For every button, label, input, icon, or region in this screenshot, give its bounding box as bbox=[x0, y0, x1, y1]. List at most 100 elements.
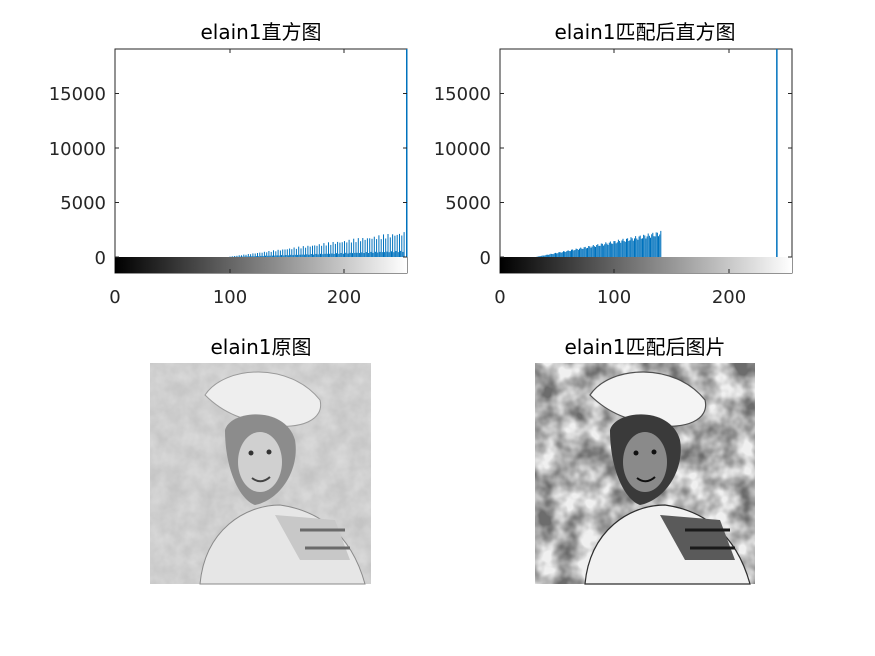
histogram-bar bbox=[378, 235, 380, 258]
histogram-bar bbox=[290, 254, 292, 258]
histogram-bar bbox=[325, 245, 327, 258]
histogram-bar bbox=[623, 241, 625, 258]
histogram-bar bbox=[544, 255, 546, 258]
histogram-bar bbox=[537, 256, 539, 258]
histogram-bar bbox=[617, 239, 619, 258]
histogram-bar bbox=[371, 238, 373, 258]
histogram-spike-bar bbox=[776, 49, 778, 258]
histogram-bar bbox=[549, 254, 551, 258]
histogram-bar bbox=[385, 238, 387, 258]
axes-box-1 bbox=[114, 48, 408, 274]
histogram-bar bbox=[355, 242, 357, 258]
histogram-bar bbox=[354, 252, 356, 258]
histogram-bar bbox=[644, 235, 646, 258]
histogram-bar bbox=[252, 253, 254, 258]
histogram-bar bbox=[615, 243, 617, 258]
histogram-bar bbox=[283, 255, 285, 258]
histogram-bar bbox=[284, 249, 286, 258]
histogram-bar bbox=[566, 251, 568, 258]
histogram-bar bbox=[337, 241, 339, 258]
y-ticks-2: 15000 10000 5000 0 bbox=[434, 84, 792, 269]
histogram-bar bbox=[286, 249, 288, 258]
histogram-bar bbox=[595, 246, 596, 258]
histogram-bar bbox=[545, 254, 547, 258]
histogram-bar bbox=[334, 243, 336, 258]
histogram-bar bbox=[332, 242, 334, 258]
histogram-bar bbox=[260, 255, 262, 258]
histogram-bar bbox=[388, 252, 390, 258]
histogram-bar bbox=[607, 244, 609, 258]
histogram-bar bbox=[360, 241, 362, 258]
histogram-bar bbox=[401, 235, 403, 258]
histogram-bar bbox=[576, 249, 578, 258]
histogram-bar bbox=[645, 238, 647, 258]
x-tick-label: 100 bbox=[597, 287, 631, 308]
y-tick-label: 10000 bbox=[49, 139, 106, 160]
histogram-bar bbox=[275, 251, 277, 258]
histogram-bar bbox=[243, 254, 245, 258]
histogram-bar bbox=[653, 236, 655, 258]
histogram-bar bbox=[660, 230, 662, 258]
panel-histogram-matched: elain1匹配后直方图 15000 10000 5000 0 0 100 2 bbox=[434, 20, 793, 308]
y-tick-label: 5000 bbox=[60, 193, 106, 214]
histogram-bar bbox=[363, 253, 365, 258]
histogram-bar bbox=[611, 243, 613, 258]
histogram-bar bbox=[336, 253, 337, 258]
histogram-bar bbox=[392, 234, 394, 258]
histogram-bar bbox=[587, 247, 588, 258]
histogram-bar bbox=[299, 254, 301, 258]
histogram-bar bbox=[306, 254, 308, 258]
histogram-bar bbox=[638, 236, 640, 258]
histogram-bar bbox=[257, 253, 258, 258]
histogram-bar bbox=[261, 252, 263, 258]
histogram-bar bbox=[632, 240, 634, 258]
histogram-bar bbox=[561, 252, 563, 258]
histogram-bar bbox=[560, 252, 562, 258]
histogram-bar bbox=[276, 255, 278, 258]
histogram-bar bbox=[301, 254, 303, 258]
histogram-bar bbox=[298, 246, 300, 258]
histogram-bar bbox=[550, 253, 552, 258]
histogram-bar bbox=[315, 253, 317, 258]
histogram-bar bbox=[267, 255, 269, 258]
histogram-bar bbox=[380, 239, 382, 258]
histogram-bar bbox=[281, 255, 282, 258]
histogram-bar bbox=[285, 255, 287, 258]
histogram-bar bbox=[608, 242, 610, 258]
histogram-bar bbox=[606, 243, 608, 258]
histogram-bar bbox=[370, 251, 372, 258]
histogram-bar bbox=[313, 254, 315, 258]
histogram-bar bbox=[394, 235, 396, 258]
histogram-bar bbox=[652, 232, 654, 258]
histogram-bar bbox=[626, 238, 627, 258]
histogram-bar bbox=[556, 253, 558, 258]
histogram-bar bbox=[242, 256, 244, 258]
histogram-bar bbox=[567, 250, 569, 258]
histogram-bar bbox=[338, 253, 340, 258]
histogram-bar bbox=[229, 256, 231, 258]
histogram-bar bbox=[324, 253, 326, 258]
histogram-bar bbox=[321, 245, 323, 258]
y-tick-label: 10000 bbox=[434, 139, 491, 160]
histogram-bar bbox=[399, 233, 400, 258]
histogram-bar bbox=[251, 256, 253, 258]
histogram-bar bbox=[366, 238, 368, 258]
histogram-bar bbox=[333, 253, 335, 258]
histogram-bar bbox=[646, 236, 648, 258]
histogram-bar bbox=[331, 253, 333, 258]
histogram-bar bbox=[639, 235, 641, 258]
histogram-bar bbox=[628, 241, 630, 258]
histogram-bar bbox=[622, 238, 624, 258]
histogram-bar bbox=[316, 245, 318, 258]
histogram-bar bbox=[395, 251, 397, 258]
histogram-bar bbox=[396, 234, 398, 258]
histogram-bar bbox=[318, 244, 320, 258]
histogram-bar bbox=[279, 250, 281, 258]
histogram-bar bbox=[541, 255, 543, 258]
histogram-bar bbox=[387, 234, 389, 258]
histogram-bar bbox=[552, 254, 554, 258]
x-ticks-1: 0 100 200 bbox=[109, 49, 361, 308]
histogram-bar bbox=[614, 241, 616, 258]
histogram-bar bbox=[383, 234, 384, 258]
histogram-bar bbox=[265, 255, 266, 258]
